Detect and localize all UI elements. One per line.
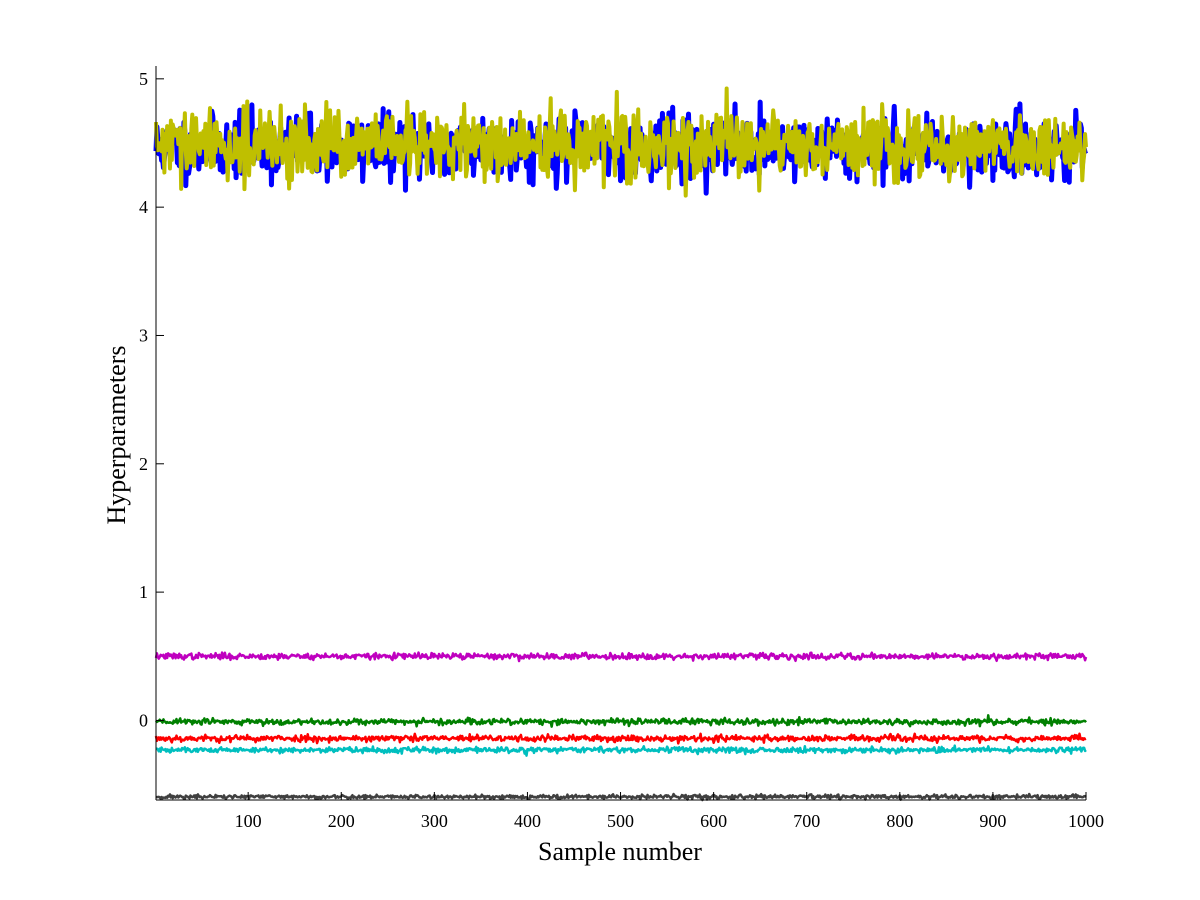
y-tick-label: 3 [139, 325, 148, 345]
x-tick-label: 900 [979, 811, 1006, 831]
series-line-6 [155, 744, 1087, 757]
x-tick-label: 100 [235, 811, 262, 831]
y-tick-label: 0 [139, 710, 148, 730]
series-line-3 [154, 651, 1088, 663]
y-tick-label: 2 [139, 454, 148, 474]
y-tick-label: 4 [139, 197, 148, 217]
x-tick-label: 700 [793, 811, 820, 831]
x-axis-title: Sample number [538, 837, 702, 866]
x-tick-label: 800 [886, 811, 913, 831]
series-line-4 [154, 714, 1087, 728]
ticks-group: 100 200 300 400 500 600 700 800 900 1000 0 1 2 3 4 5 [139, 69, 1104, 831]
x-tick-label: 400 [514, 811, 541, 831]
series-line-2 [154, 86, 1088, 198]
plot-series-group [153, 86, 1089, 802]
y-tick-label: 1 [139, 582, 148, 602]
y-tick-label: 5 [139, 69, 148, 89]
x-tick-label: 1000 [1068, 811, 1104, 831]
series-line-5 [154, 732, 1087, 745]
x-tick-label: 300 [421, 811, 448, 831]
y-axis-title: Hyperparameters [102, 345, 131, 524]
x-tick-label: 600 [700, 811, 727, 831]
x-tick-label: 200 [328, 811, 355, 831]
x-tick-label: 500 [607, 811, 634, 831]
